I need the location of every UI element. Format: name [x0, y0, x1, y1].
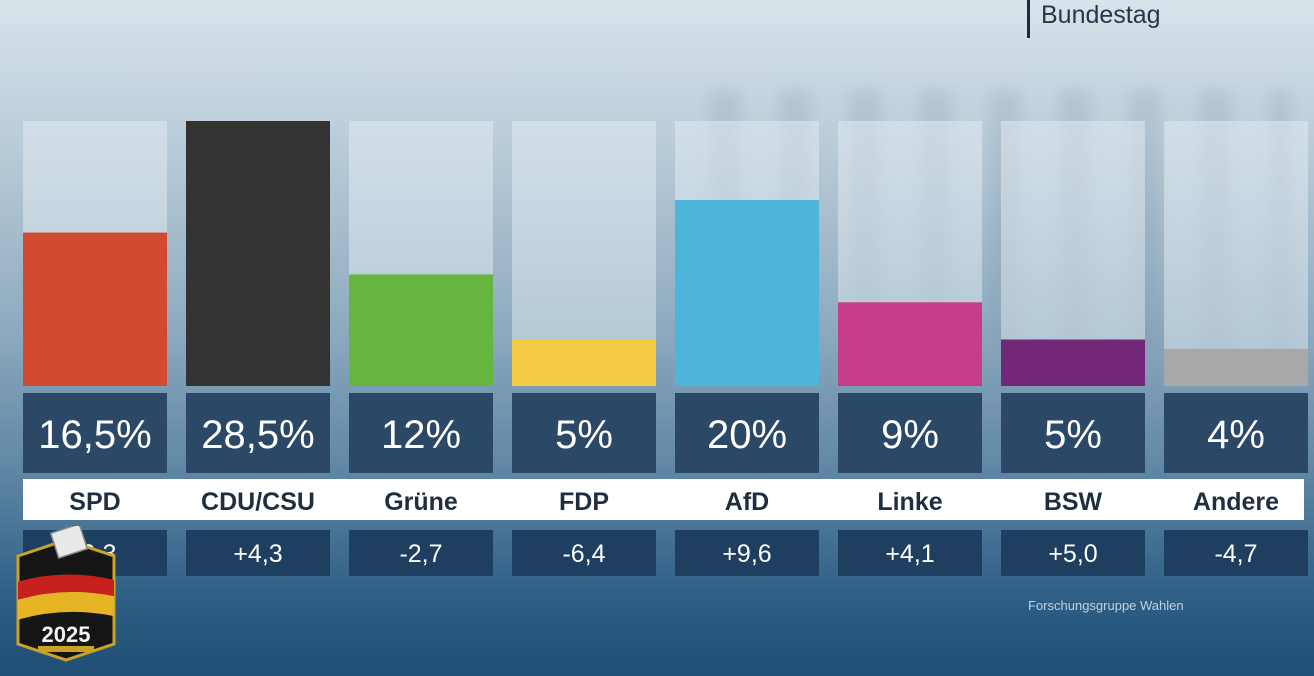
data-label: 5% [555, 413, 613, 457]
bar-afd [675, 200, 819, 386]
data-label: 28,5% [201, 413, 314, 457]
change-box [675, 530, 819, 576]
bar-andere [1164, 348, 1308, 386]
change-label: +4,1 [885, 540, 934, 568]
change-box [186, 530, 330, 576]
category-label: SPD [69, 488, 120, 516]
category-label: CDU/CSU [201, 488, 315, 516]
bar-gr-ne [349, 274, 493, 386]
category-label: AfD [725, 488, 769, 516]
value-box [349, 393, 493, 473]
category-label: BSW [1044, 488, 1103, 516]
change-box [838, 530, 982, 576]
change-box [512, 530, 656, 576]
change-box [349, 530, 493, 576]
bar-cdu-csu [186, 121, 330, 386]
category-label: FDP [559, 488, 609, 516]
bar-linke [838, 302, 982, 386]
change-label: +5,0 [1048, 540, 1097, 568]
bar-spd [23, 232, 167, 386]
value-box [1164, 393, 1308, 473]
category-label: Grüne [384, 488, 458, 516]
change-label: -6,4 [562, 540, 605, 568]
change-box [1001, 530, 1145, 576]
source-credit: Forschungsgruppe Wahlen [1028, 598, 1184, 613]
data-label: 4% [1207, 413, 1265, 457]
category-label: Andere [1193, 488, 1279, 516]
data-label: 12% [381, 413, 461, 457]
value-box [675, 393, 819, 473]
header-divider [1027, 0, 1030, 38]
bar-fdp [512, 339, 656, 386]
header-label: Bundestag [1041, 1, 1161, 29]
logo-year: 2025 [42, 622, 91, 647]
change-label: +4,3 [233, 540, 282, 568]
value-box [23, 393, 167, 473]
value-box [512, 393, 656, 473]
bar-bsw [1001, 339, 1145, 386]
data-label: 16,5% [38, 413, 151, 457]
value-box [838, 393, 982, 473]
value-box [1001, 393, 1145, 473]
value-box [186, 393, 330, 473]
election-2025-logo: 2025 [16, 526, 116, 662]
change-label: +9,6 [722, 540, 771, 568]
change-label: -2,7 [399, 540, 442, 568]
change-label: -4,7 [1214, 540, 1257, 568]
data-label: 5% [1044, 413, 1102, 457]
category-label: Linke [877, 488, 942, 516]
data-label: 20% [707, 413, 787, 457]
change-box [1164, 530, 1308, 576]
bar-column-bg [1164, 121, 1308, 386]
category-strip [23, 479, 1304, 520]
data-label: 9% [881, 413, 939, 457]
